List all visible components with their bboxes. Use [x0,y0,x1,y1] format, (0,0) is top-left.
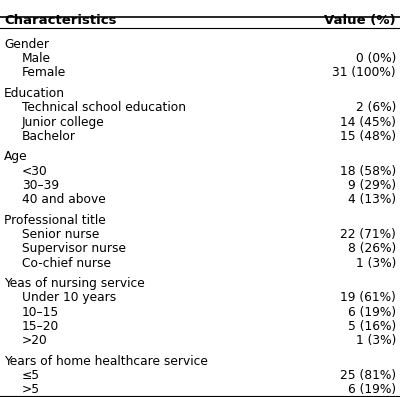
Text: Supervisor nurse: Supervisor nurse [22,242,126,255]
Text: Value (%): Value (%) [324,13,396,27]
Text: Junior college: Junior college [22,116,105,129]
Text: 0 (0%): 0 (0%) [356,52,396,65]
Text: 25 (81%): 25 (81%) [340,369,396,382]
Text: Characteristics: Characteristics [4,13,116,27]
Text: 40 and above: 40 and above [22,193,106,206]
Text: 8 (26%): 8 (26%) [348,242,396,255]
Text: 15 (48%): 15 (48%) [340,130,396,143]
Text: 6 (19%): 6 (19%) [348,384,396,396]
Text: Bachelor: Bachelor [22,130,76,143]
Text: 14 (45%): 14 (45%) [340,116,396,129]
Text: 1 (3%): 1 (3%) [356,334,396,347]
Text: 30–39: 30–39 [22,179,59,192]
Text: 22 (71%): 22 (71%) [340,228,396,241]
Text: Yeas of nursing service: Yeas of nursing service [4,277,145,290]
Text: 19 (61%): 19 (61%) [340,291,396,304]
Text: 10–15: 10–15 [22,306,59,319]
Text: Male: Male [22,52,51,65]
Text: ≤5: ≤5 [22,369,40,382]
Text: 18 (58%): 18 (58%) [340,165,396,177]
Text: Professional title: Professional title [4,214,106,227]
Text: 4 (13%): 4 (13%) [348,193,396,206]
Text: Senior nurse: Senior nurse [22,228,99,241]
Text: <30: <30 [22,165,48,177]
Text: Female: Female [22,66,66,79]
Text: Co-chief nurse: Co-chief nurse [22,256,111,270]
Text: >5: >5 [22,384,40,396]
Text: Technical school education: Technical school education [22,101,186,114]
Text: 5 (16%): 5 (16%) [348,320,396,333]
Text: Under 10 years: Under 10 years [22,291,116,304]
Text: 9 (29%): 9 (29%) [348,179,396,192]
Text: Years of home healthcare service: Years of home healthcare service [4,355,208,368]
Text: Age: Age [4,150,28,163]
Text: 15–20: 15–20 [22,320,59,333]
Text: Education: Education [4,87,65,100]
Text: 31 (100%): 31 (100%) [332,66,396,79]
Text: Gender: Gender [4,38,49,51]
Text: 1 (3%): 1 (3%) [356,256,396,270]
Text: 6 (19%): 6 (19%) [348,306,396,319]
Text: >20: >20 [22,334,48,347]
Text: 2 (6%): 2 (6%) [356,101,396,114]
